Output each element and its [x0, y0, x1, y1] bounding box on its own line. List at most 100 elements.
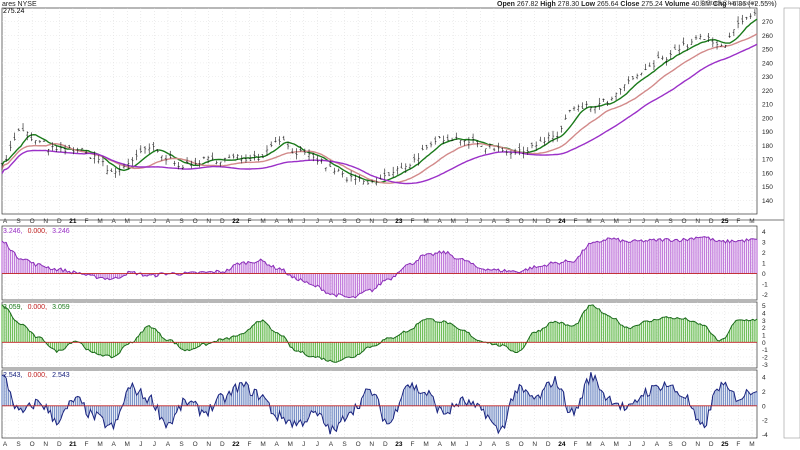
x-tick-label-bottom: D: [57, 441, 62, 448]
x-tick-label-bottom: D: [709, 441, 714, 448]
x-tick-label-bottom: D: [546, 441, 551, 448]
indicator-y-tick: 2: [762, 250, 766, 257]
x-tick-label: O: [30, 218, 35, 225]
x-tick-label: D: [546, 218, 551, 225]
indicator-y-tick: -2: [762, 292, 768, 299]
x-tick-label: A: [600, 218, 605, 225]
indicator-readout: 2.543,: [3, 372, 23, 379]
x-tick-label: D: [220, 218, 225, 225]
x-tick-label: 24: [558, 218, 566, 225]
x-tick-label: J: [302, 218, 305, 225]
x-tick-label-bottom: N: [695, 441, 700, 448]
x-tick-label: 23: [395, 218, 403, 225]
x-tick-label-bottom: O: [682, 441, 687, 448]
x-tick-label-bottom: M: [423, 441, 428, 448]
x-tick-label: S: [668, 218, 673, 225]
x-tick-label-bottom: F: [410, 441, 414, 448]
x-tick-label: 25: [721, 218, 729, 225]
indicator-y-tick: 2: [762, 325, 766, 332]
x-tick-label-bottom: S: [505, 441, 510, 448]
x-tick-label-bottom: A: [111, 441, 116, 448]
stat-label-high: High: [540, 1, 556, 8]
indicator-y-tick: -2: [762, 418, 768, 425]
indicator-line: [1, 236, 758, 299]
price-y-tick: 170: [762, 157, 773, 164]
x-tick-label-bottom: N: [532, 441, 537, 448]
stat-label-chg: Chg: [712, 1, 727, 8]
stat-value-low: 265.64: [595, 1, 621, 8]
x-tick-label-bottom: S: [342, 441, 347, 448]
side-preview-strip: [783, 7, 800, 439]
indicator-y-tick: -4: [762, 432, 768, 439]
x-tick-label: M: [450, 218, 455, 225]
x-tick-label-bottom: 25: [721, 441, 729, 448]
x-tick-label: J: [139, 218, 142, 225]
x-tick-label: S: [342, 218, 347, 225]
x-tick-label-bottom: A: [492, 441, 497, 448]
x-tick-label: N: [369, 218, 374, 225]
x-tick-label: S: [179, 218, 184, 225]
price-y-tick: 250: [762, 47, 773, 54]
price-y-tick: 160: [762, 170, 773, 177]
indicator-y-tick: 1: [762, 333, 766, 340]
x-tick-label-bottom: D: [383, 441, 388, 448]
moving-average-line: [1, 43, 758, 185]
indicator-line: [1, 304, 758, 363]
x-tick-label-bottom: J: [479, 441, 482, 448]
x-tick-label: A: [437, 218, 442, 225]
x-tick-label-bottom: A: [166, 441, 171, 448]
x-tick-label: A: [274, 218, 279, 225]
x-tick-label: M: [586, 218, 591, 225]
panel-frame-0: [1, 7, 758, 215]
x-tick-label-bottom: M: [749, 441, 754, 448]
x-tick-label-bottom: O: [519, 441, 524, 448]
x-tick-label-bottom: N: [43, 441, 48, 448]
x-tick-label: A: [492, 218, 497, 225]
x-tick-label-bottom: M: [613, 441, 618, 448]
x-tick-label-bottom: F: [573, 441, 577, 448]
stat-label-close: Close: [620, 1, 640, 8]
x-tick-label: D: [709, 218, 714, 225]
indicator-y-tick: -1: [762, 347, 768, 354]
indicator-readout: 0.000,: [28, 372, 48, 379]
x-tick-label: O: [519, 218, 524, 225]
x-tick-label: N: [206, 218, 211, 225]
x-tick-label-bottom: J: [642, 441, 645, 448]
x-tick-label: F: [736, 218, 740, 225]
stat-value-chg: +6.86 (+2.55%): [726, 1, 777, 8]
indicator-readout: 3.246: [52, 228, 70, 235]
x-tick-label: F: [247, 218, 251, 225]
x-tick-label-bottom: A: [437, 441, 442, 448]
x-tick-label: J: [642, 218, 645, 225]
last-price-label: 275.24: [3, 8, 25, 15]
x-tick-label-bottom: O: [30, 441, 35, 448]
indicator-y-tick: 3: [762, 318, 766, 325]
x-tick-label-bottom: M: [260, 441, 265, 448]
stat-value-volume: 40.8M: [689, 1, 713, 8]
indicator-readout: 3.246,: [3, 228, 23, 235]
x-tick-label: A: [166, 218, 171, 225]
indicator-y-tick: 0: [762, 271, 766, 278]
indicator-y-tick: -3: [762, 362, 768, 369]
price-y-tick: 210: [762, 102, 773, 109]
chart-symbol-label: ares NYSE: [2, 1, 37, 8]
x-tick-label-bottom: M: [450, 441, 455, 448]
price-y-tick: 150: [762, 184, 773, 191]
indicator-y-tick: 4: [762, 375, 766, 382]
stat-label-open: Open: [497, 1, 515, 8]
price-y-tick: 230: [762, 74, 773, 81]
x-tick-label-bottom: A: [3, 441, 8, 448]
indicator-readout: 0.000,: [28, 304, 48, 311]
price-y-tick: 140: [762, 198, 773, 205]
x-tick-label-bottom: S: [16, 441, 21, 448]
ohlc-stats: Open 267.82 High 278.30 Low 265.64 Close…: [497, 1, 777, 8]
x-tick-label: N: [43, 218, 48, 225]
x-tick-label: S: [16, 218, 21, 225]
x-tick-label: M: [260, 218, 265, 225]
price-y-tick: 180: [762, 143, 773, 150]
x-tick-label-bottom: J: [316, 441, 319, 448]
stat-value-close: 275.24: [639, 1, 665, 8]
price-y-tick: 200: [762, 115, 773, 122]
x-tick-label-bottom: J: [628, 441, 631, 448]
